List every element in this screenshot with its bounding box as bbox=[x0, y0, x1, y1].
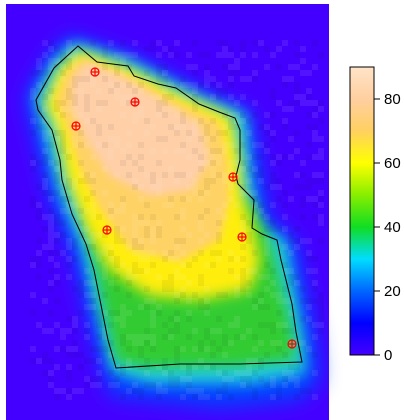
colorbar-tick-label: 20 bbox=[384, 283, 401, 300]
colorbar-tick-label: 60 bbox=[384, 155, 401, 172]
sample-point bbox=[228, 172, 238, 182]
sample-point bbox=[130, 97, 140, 107]
sample-point bbox=[102, 225, 112, 235]
colorbar-tick-label: 0 bbox=[384, 347, 392, 364]
sample-points bbox=[71, 67, 297, 349]
core-peach bbox=[72, 62, 210, 196]
colorbar-gradient bbox=[349, 66, 375, 356]
colorbar-tick-label: 80 bbox=[384, 91, 401, 108]
sample-point bbox=[237, 232, 247, 242]
colorbar: 0 20 40 60 80 bbox=[349, 66, 401, 364]
colorbar-ticks: 0 20 40 60 80 bbox=[374, 91, 401, 364]
sample-point bbox=[287, 339, 297, 349]
sample-point bbox=[71, 121, 81, 131]
raster-noise bbox=[30, 40, 324, 400]
heatmap-field bbox=[26, 36, 324, 408]
sample-point bbox=[90, 67, 100, 77]
colorbar-tick-label: 40 bbox=[384, 219, 401, 236]
boundary-polygon bbox=[35, 45, 303, 369]
